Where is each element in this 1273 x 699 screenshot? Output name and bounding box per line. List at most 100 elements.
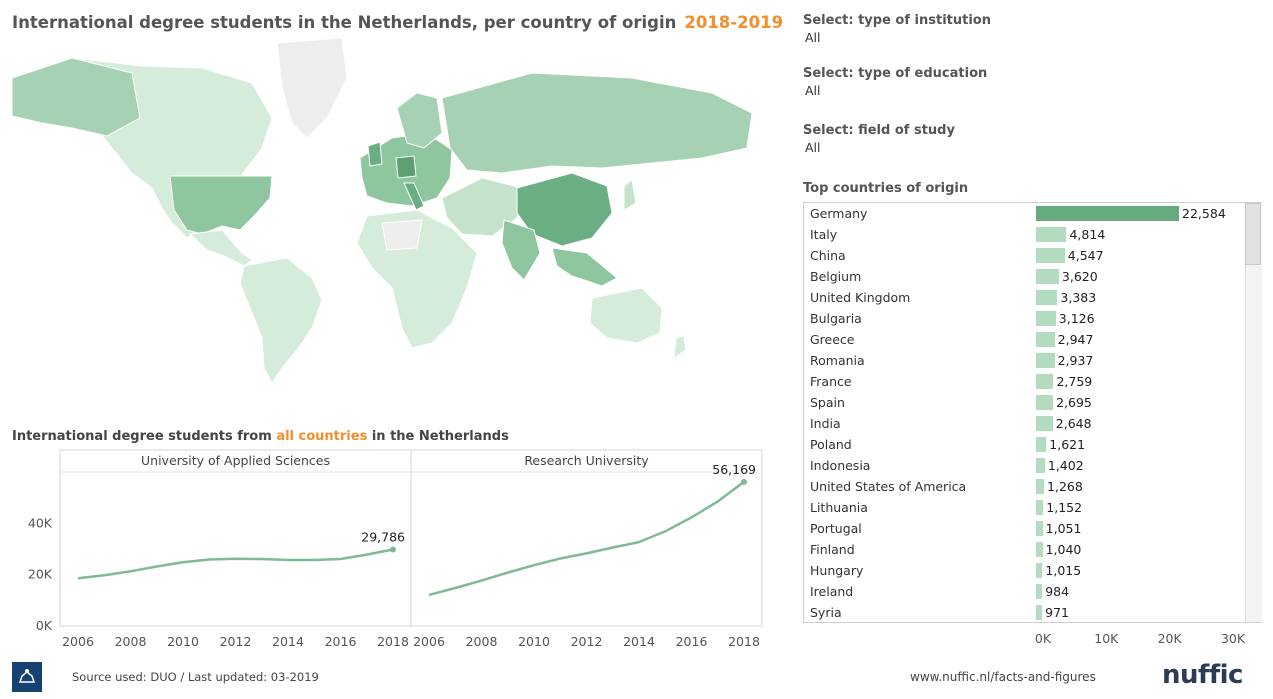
bar-row[interactable]: Hungary 1,015 <box>804 560 1244 581</box>
bar-value-label: 984 <box>1045 584 1070 599</box>
scrollbar-track[interactable] <box>1245 203 1262 622</box>
bar-row[interactable]: Germany 22,584 <box>804 203 1244 224</box>
bar-row[interactable]: Greece 2,947 <box>804 329 1244 350</box>
trend-title-prefix: International degree students from <box>12 429 272 444</box>
bar-germany[interactable] <box>1036 206 1180 221</box>
bar-value-label: 1,015 <box>1045 563 1082 578</box>
bar-india[interactable] <box>1036 416 1053 431</box>
map-region-alaska[interactable] <box>11 57 141 137</box>
map-region-new-zealand[interactable] <box>673 335 687 360</box>
panel-header-label: Research University <box>524 453 649 468</box>
bar-spain[interactable] <box>1036 395 1054 410</box>
bar-category-label: Poland <box>810 437 852 452</box>
bar-row[interactable]: Indonesia 1,402 <box>804 455 1244 476</box>
bar-row[interactable]: United States of America 1,268 <box>804 476 1244 497</box>
bar-row[interactable]: Spain 2,695 <box>804 392 1244 413</box>
filter-field-select[interactable]: All <box>805 140 821 155</box>
y-tick-label: 40K <box>28 515 53 530</box>
bar-row[interactable]: China 4,547 <box>804 245 1244 266</box>
bar-france[interactable] <box>1036 374 1054 389</box>
bar-row[interactable]: Syria 971 <box>804 602 1244 623</box>
map-region-south-america[interactable] <box>239 257 323 384</box>
map-region-australia[interactable] <box>589 287 663 344</box>
bar-syria[interactable] <box>1036 605 1043 620</box>
bar-category-label: India <box>810 416 841 431</box>
filter-education-label: Select: type of education <box>803 66 988 81</box>
trend-line-chart[interactable]: 0K 20K 40K University of Applied Sciences 29… <box>0 448 775 658</box>
map-region-greenland[interactable] <box>276 37 348 139</box>
map-region-uk[interactable] <box>367 141 383 167</box>
bar-portugal[interactable] <box>1036 521 1043 536</box>
bar-row[interactable]: Ireland 984 <box>804 581 1244 602</box>
map-region-southeast-asia[interactable] <box>551 247 618 287</box>
bar-row[interactable]: Romania 2,937 <box>804 350 1244 371</box>
bar-indonesia[interactable] <box>1036 458 1045 473</box>
bar-category-label: Bulgaria <box>810 311 862 326</box>
bar-category-label: Ireland <box>810 584 854 599</box>
filter-education-select[interactable]: All <box>805 83 821 98</box>
top-countries-chart[interactable]: Germany 22,584 Italy 4,814 China 4,547 Belgium… <box>803 202 1262 623</box>
x-tick-label: 2006 <box>62 634 94 649</box>
bar-category-label: United States of America <box>810 479 967 494</box>
bar-united-kingdom[interactable] <box>1036 290 1058 305</box>
filter-institution-label: Select: type of institution <box>803 13 991 28</box>
filter-institution-select[interactable]: All <box>805 30 821 45</box>
bar-category-label: China <box>810 248 846 263</box>
bar-category-label: Lithuania <box>810 500 868 515</box>
map-region-japan[interactable] <box>623 179 637 211</box>
x-tick-label: 2008 <box>466 634 498 649</box>
scrollbar-thumb[interactable] <box>1245 203 1261 265</box>
map-region-no-data[interactable] <box>381 219 423 251</box>
bar-row[interactable]: Italy 4,814 <box>804 224 1244 245</box>
x-tick-label: 2008 <box>115 634 147 649</box>
bar-ireland[interactable] <box>1036 584 1043 599</box>
bar-value-label: 1,152 <box>1046 500 1083 515</box>
year-label[interactable]: 2018-2019 <box>684 13 784 32</box>
world-map[interactable] <box>11 37 762 388</box>
bar-romania[interactable] <box>1036 353 1055 368</box>
bar-hungary[interactable] <box>1036 563 1043 578</box>
map-region-usa[interactable] <box>169 175 273 235</box>
map-region-india[interactable] <box>501 219 541 281</box>
bar-lithuania[interactable] <box>1036 500 1044 515</box>
bar-x-tick-label: 20K <box>1158 631 1183 646</box>
bar-value-label: 3,620 <box>1061 269 1098 284</box>
bar-row[interactable]: Lithuania 1,152 <box>804 497 1244 518</box>
bar-belgium[interactable] <box>1036 269 1059 284</box>
map-region-italy[interactable] <box>403 182 425 211</box>
page-title: International degree students in the Net… <box>12 13 783 32</box>
footer-url-link[interactable]: www.nuffic.nl/facts-and-figures <box>910 670 1096 684</box>
bar-category-label: Romania <box>810 353 865 368</box>
bar-x-axis: 0K 10K 20K 30K <box>1035 631 1246 646</box>
bar-row[interactable]: Poland 1,621 <box>804 434 1244 455</box>
bar-united-states-of-america[interactable] <box>1036 479 1045 494</box>
bar-italy[interactable] <box>1036 227 1067 242</box>
bar-row[interactable]: Portugal 1,051 <box>804 518 1244 539</box>
bar-finland[interactable] <box>1036 542 1043 557</box>
bar-category-label: France <box>810 374 852 389</box>
bar-greece[interactable] <box>1036 332 1055 347</box>
map-region-scandinavia[interactable] <box>396 92 443 149</box>
bar-value-label: 2,648 <box>1055 416 1092 431</box>
trend-title-highlight[interactable]: all countries <box>276 429 368 444</box>
bar-poland[interactable] <box>1036 437 1047 452</box>
bar-row[interactable]: France 2,759 <box>804 371 1244 392</box>
bar-bulgaria[interactable] <box>1036 311 1056 326</box>
x-tick-label: 2016 <box>676 634 708 649</box>
bar-row[interactable]: Finland 1,040 <box>804 539 1244 560</box>
bar-value-label: 3,126 <box>1058 311 1095 326</box>
bar-row[interactable]: India 2,648 <box>804 413 1244 434</box>
map-region-germany[interactable] <box>395 155 417 179</box>
x-tick-label: 2012 <box>571 634 603 649</box>
world-map-svg[interactable] <box>11 37 762 388</box>
map-region-china[interactable] <box>516 172 613 247</box>
bar-row[interactable]: Belgium 3,620 <box>804 266 1244 287</box>
bar-row[interactable]: United Kingdom 3,383 <box>804 287 1244 308</box>
x-tick-label: 2010 <box>167 634 199 649</box>
bar-row[interactable]: Bulgaria 3,126 <box>804 308 1244 329</box>
nuffic-logo[interactable]: nuffic <box>1162 660 1243 690</box>
bar-china[interactable] <box>1036 248 1065 263</box>
map-region-russia[interactable] <box>441 72 753 174</box>
map-region-central-america[interactable] <box>188 229 253 267</box>
bar-value-label: 2,937 <box>1057 353 1094 368</box>
